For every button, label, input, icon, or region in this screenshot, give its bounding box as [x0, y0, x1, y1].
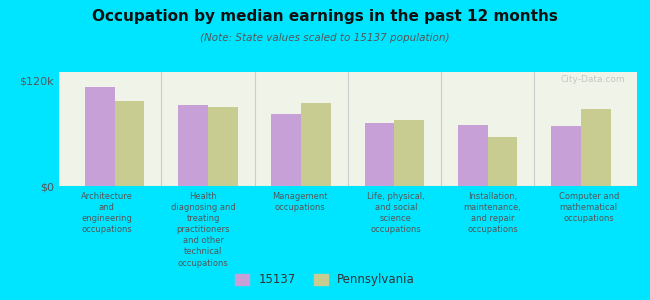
Text: Management
occupations: Management occupations: [272, 192, 328, 212]
Bar: [488, 137, 517, 186]
Text: Health
diagnosing and
treating
practitioners
and other
technical
occupations: Health diagnosing and treating practitio…: [171, 192, 235, 268]
Text: (Note: State values scaled to 15137 population): (Note: State values scaled to 15137 popu…: [200, 33, 450, 43]
Bar: [178, 105, 208, 186]
Text: Computer and
mathematical
occupations: Computer and mathematical occupations: [558, 192, 619, 223]
Bar: [395, 120, 424, 186]
Bar: [365, 123, 395, 186]
Bar: [114, 101, 144, 186]
Bar: [301, 103, 331, 186]
Bar: [458, 124, 488, 186]
Text: City-Data.com: City-Data.com: [561, 75, 625, 84]
Text: Installation,
maintenance,
and repair
occupations: Installation, maintenance, and repair oc…: [463, 192, 521, 234]
Bar: [551, 126, 581, 186]
Legend: 15137, Pennsylvania: 15137, Pennsylvania: [230, 269, 420, 291]
Bar: [271, 114, 301, 186]
Bar: [208, 107, 238, 186]
Bar: [84, 87, 114, 186]
Text: Occupation by median earnings in the past 12 months: Occupation by median earnings in the pas…: [92, 9, 558, 24]
Bar: [581, 109, 611, 186]
Text: Life, physical,
and social
science
occupations: Life, physical, and social science occup…: [367, 192, 425, 234]
Text: Architecture
and
engineering
occupations: Architecture and engineering occupations: [81, 192, 133, 234]
